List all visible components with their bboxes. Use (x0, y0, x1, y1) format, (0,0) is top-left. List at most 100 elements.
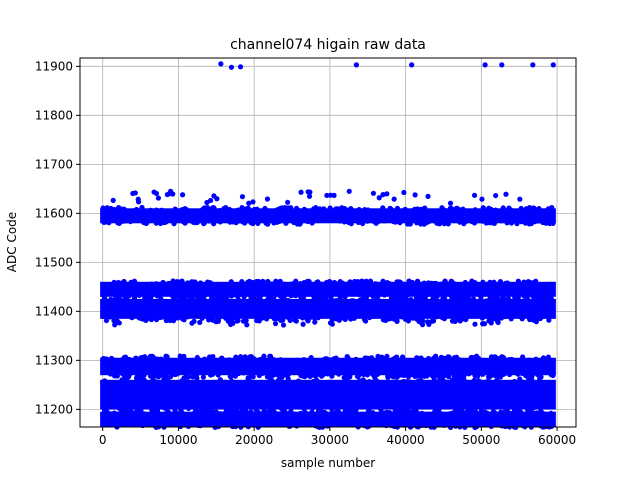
data-point (244, 322, 250, 328)
data-point (402, 206, 408, 212)
data-point (474, 353, 480, 359)
data-point (384, 353, 390, 360)
data-point (107, 314, 113, 320)
data-point (285, 199, 291, 205)
data-point (200, 294, 206, 300)
data-point (376, 195, 382, 201)
data-point (153, 220, 159, 226)
data-point (278, 317, 284, 323)
data-point (468, 297, 474, 303)
y-tick-label: 11600 (35, 206, 73, 220)
data-point (394, 317, 400, 323)
data-point (112, 322, 118, 328)
data-point (294, 357, 300, 363)
data-point (329, 297, 335, 304)
data-point (329, 321, 335, 327)
data-point (448, 205, 455, 212)
data-point (189, 320, 195, 326)
data-point (217, 219, 223, 225)
y-tick-label: 11300 (35, 353, 73, 367)
data-point (324, 292, 330, 299)
data-point (349, 207, 356, 214)
data-point (479, 315, 485, 321)
data-point (514, 221, 520, 227)
data-point (127, 218, 134, 225)
data-point (531, 205, 537, 211)
data-point (550, 62, 556, 68)
data-point (101, 293, 107, 300)
data-point (227, 412, 234, 418)
data-point (250, 292, 256, 299)
data-point (265, 422, 272, 428)
data-point (492, 421, 498, 428)
x-axis-label: sample number (281, 456, 375, 470)
y-tick-label: 11700 (35, 157, 73, 171)
data-point (466, 405, 472, 411)
data-point (155, 195, 162, 201)
data-point (384, 191, 390, 197)
data-point (172, 371, 178, 378)
x-tick-label: 10000 (159, 433, 197, 447)
data-point (511, 378, 518, 385)
data-point (301, 406, 307, 412)
data-point (364, 218, 370, 224)
data-point (416, 219, 422, 225)
data-point (454, 315, 461, 321)
data-point (405, 318, 411, 324)
data-point (506, 205, 512, 211)
data-point (337, 218, 343, 224)
data-point (537, 376, 543, 382)
data-point (534, 371, 541, 377)
data-point (153, 317, 160, 323)
data-point (212, 293, 218, 299)
data-point (184, 379, 190, 385)
data-point (116, 320, 122, 326)
data-point (401, 189, 407, 196)
data-point (287, 423, 293, 429)
data-point (450, 292, 456, 299)
data-point (253, 406, 259, 412)
data-point (274, 207, 280, 213)
data-point (391, 196, 397, 202)
data-point (447, 200, 454, 206)
data-point (523, 206, 529, 212)
data-point (546, 317, 552, 323)
data-point (172, 408, 178, 414)
data-point (263, 316, 270, 322)
data-point (451, 355, 457, 361)
data-point (418, 422, 424, 428)
data-point (346, 219, 352, 226)
data-point (272, 320, 279, 327)
data-point (245, 205, 251, 211)
data-band (100, 298, 556, 319)
data-point (239, 194, 246, 200)
data-point (341, 219, 347, 225)
data-point (121, 355, 127, 361)
data-point (309, 220, 315, 226)
data-point (392, 379, 399, 385)
data-point (536, 412, 542, 418)
data-point (134, 371, 141, 378)
data-point (509, 356, 515, 362)
data-point (141, 313, 147, 320)
data-point (483, 220, 489, 226)
data-point (304, 317, 310, 323)
data-point (306, 278, 312, 285)
data-point (133, 206, 140, 213)
data-point (491, 292, 497, 298)
data-point (425, 219, 431, 225)
data-point (157, 371, 163, 377)
data-point (515, 278, 521, 284)
data-point (408, 296, 414, 303)
data-point (100, 205, 106, 211)
data-point (395, 371, 402, 377)
data-point (504, 297, 510, 304)
data-point (269, 281, 275, 287)
data-point (285, 205, 291, 211)
data-point (479, 208, 486, 214)
data-point (488, 423, 494, 430)
data-point (441, 221, 448, 227)
data-point (439, 370, 445, 376)
data-point (131, 294, 138, 300)
